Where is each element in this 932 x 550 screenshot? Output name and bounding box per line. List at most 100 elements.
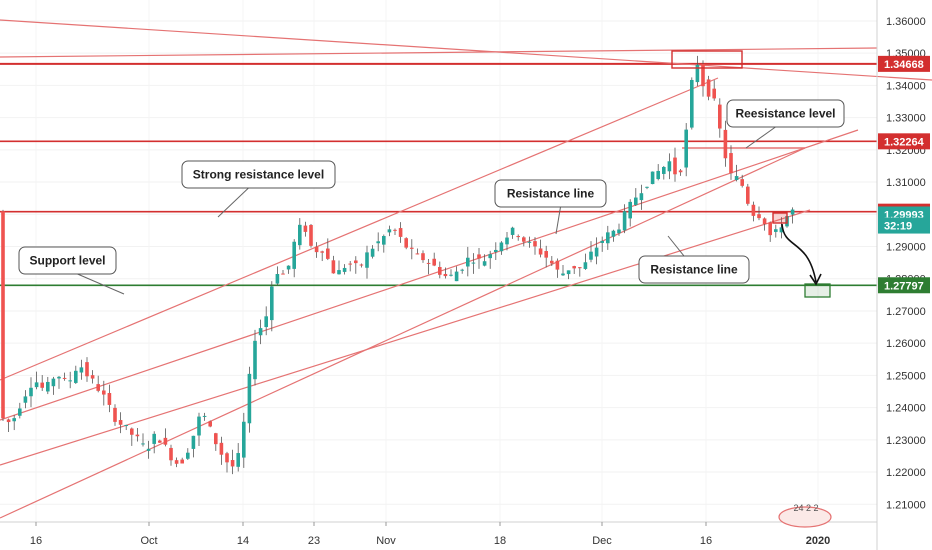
- callout-pointer: [217, 187, 249, 218]
- candle-body: [404, 238, 408, 248]
- candle-body: [57, 376, 61, 379]
- candle-body: [594, 247, 599, 257]
- candle-body: [650, 171, 655, 185]
- candle-body: [1, 211, 5, 419]
- candle-body: [600, 240, 604, 243]
- candle-body: [432, 258, 436, 266]
- candle-body: [667, 161, 672, 172]
- time-axis[interactable]: 16 Oct 14 23 Nov 18 Dec 16 2020: [30, 522, 830, 547]
- candle-body: [225, 453, 229, 463]
- candle-body: [23, 396, 28, 403]
- candle-body: [533, 241, 537, 247]
- trend-line: [0, 77, 719, 381]
- candle-body: [578, 267, 582, 269]
- candle-body: [740, 179, 744, 186]
- candle-body: [202, 415, 207, 417]
- candle-body: [46, 381, 50, 392]
- y-tick-label: 1.26000: [886, 338, 926, 350]
- y-tick-label: 1.34000: [886, 80, 926, 92]
- candle-body: [706, 79, 711, 97]
- badge-text: 24 2 2: [793, 503, 818, 513]
- candle-body: [690, 79, 694, 128]
- candle-body: [281, 273, 285, 275]
- candle-body: [762, 218, 767, 224]
- candle-body: [751, 204, 756, 216]
- top-zone-box: [671, 50, 743, 69]
- trend-line: [0, 129, 859, 421]
- candle-body: [426, 262, 431, 264]
- price-tag-text: 32:19: [884, 221, 912, 233]
- candle-body: [550, 260, 554, 264]
- candle-body: [331, 260, 336, 274]
- callout-box: [494, 179, 607, 208]
- trend-lines: [0, 19, 932, 519]
- y-tick-label: 1.31000: [886, 177, 926, 189]
- candle-body: [488, 254, 492, 259]
- candle-body: [438, 266, 442, 275]
- y-tick-label: 1.23000: [886, 435, 926, 447]
- candle-body: [292, 241, 296, 269]
- candle-body: [622, 211, 627, 231]
- y-tick-label: 1.33000: [886, 113, 926, 125]
- price-tag: [878, 217, 930, 234]
- candle-body: [96, 384, 100, 391]
- candle-body: [12, 418, 16, 422]
- candle-body: [527, 241, 532, 243]
- projection-arrowhead: [809, 273, 822, 286]
- candle-body: [510, 227, 515, 235]
- candle-body: [370, 248, 375, 257]
- candle-body: [90, 375, 95, 379]
- candle-body: [191, 435, 196, 449]
- candle-body: [382, 236, 386, 245]
- candle-body: [376, 241, 380, 244]
- candle-body: [494, 249, 498, 253]
- trend-line: [0, 47, 878, 58]
- candle-body: [186, 452, 190, 459]
- callout-box: [18, 246, 117, 275]
- trend-line: [0, 19, 932, 81]
- callout-pointer: [745, 126, 776, 149]
- candle-body: [107, 393, 112, 405]
- candle-body: [734, 176, 739, 181]
- candle-body: [678, 170, 683, 173]
- candle-body: [421, 253, 425, 261]
- candle-body: [454, 271, 459, 282]
- candle-body: [320, 251, 324, 253]
- candle-body: [505, 237, 509, 245]
- price-tag-text: 1.34668: [884, 59, 924, 71]
- callout-label: Resistance line: [507, 187, 595, 201]
- candle-body: [74, 370, 78, 383]
- candles: [1, 55, 795, 475]
- projection-arrow: [781, 223, 817, 283]
- candle-body: [214, 433, 218, 445]
- x-tick-label: 2020: [806, 535, 830, 547]
- candle-body: [169, 447, 173, 461]
- x-tick-label: 14: [237, 535, 249, 547]
- candle-body: [466, 257, 470, 267]
- candle-body: [354, 260, 358, 264]
- candle-body: [477, 254, 481, 259]
- candle-body: [365, 252, 369, 268]
- candle-body: [611, 230, 616, 237]
- entry-box: [772, 212, 788, 224]
- candle-body: [303, 225, 308, 232]
- candle-body: [555, 260, 560, 270]
- candle-body: [62, 377, 67, 379]
- candle-body: [522, 237, 526, 242]
- horizontal-levels: [0, 62, 877, 287]
- watermark-badge: 24 2 2: [778, 503, 832, 528]
- candle-body: [617, 229, 621, 234]
- candle-body: [34, 382, 39, 388]
- y-tick-label: 1.36000: [886, 16, 926, 28]
- callout-label: Strong resistance level: [193, 168, 324, 182]
- price-tag: [878, 277, 930, 294]
- price-axis[interactable]: 1.360001.350001.340001.330001.320001.310…: [886, 16, 926, 511]
- candle-body: [309, 224, 313, 246]
- candle-body: [639, 193, 644, 201]
- y-tick-label: 1.27000: [886, 306, 926, 318]
- candle-body: [662, 167, 666, 174]
- candle-body: [645, 186, 649, 188]
- candle-body: [656, 170, 660, 180]
